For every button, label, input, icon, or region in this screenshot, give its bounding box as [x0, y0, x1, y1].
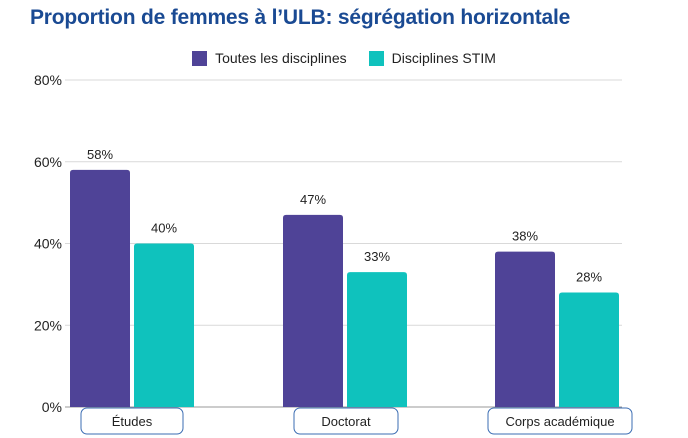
x-tick-label: Doctorat	[321, 414, 371, 429]
data-label: 40%	[151, 221, 177, 236]
bar	[134, 243, 194, 407]
chart-title: Proportion de femmes à l’ULB: ségrégatio…	[30, 6, 571, 29]
legend-item-all-disciplines: Toutes les disciplines	[192, 50, 347, 66]
legend-swatch-all-disciplines	[192, 50, 208, 66]
data-label: 58%	[87, 147, 113, 162]
legend-swatch-stim	[368, 50, 384, 66]
y-tick-label: 40%	[34, 236, 62, 252]
bar	[559, 292, 619, 407]
data-label: 33%	[364, 249, 390, 264]
bar	[495, 251, 555, 407]
y-tick-label: 0%	[42, 399, 62, 415]
data-label: 38%	[512, 229, 538, 244]
legend-label-stim: Disciplines STIM	[391, 50, 496, 66]
data-label: 28%	[576, 270, 602, 285]
x-tick-label: Études	[112, 414, 153, 429]
bar	[70, 169, 130, 407]
category-label-box	[293, 407, 399, 435]
category-label-box	[80, 407, 184, 435]
legend: Toutes les disciplines Disciplines STIM	[0, 50, 688, 66]
y-tick-label: 20%	[34, 317, 62, 333]
data-label: 47%	[300, 192, 326, 207]
bar	[283, 214, 343, 407]
y-tick-label: 80%	[34, 72, 62, 88]
x-tick-label: Corps académique	[505, 414, 614, 429]
category-label-box	[487, 407, 633, 435]
legend-item-stim: Disciplines STIM	[368, 50, 496, 66]
y-tick-label: 60%	[34, 154, 62, 170]
legend-label-all-disciplines: Toutes les disciplines	[215, 50, 347, 66]
bar	[347, 272, 407, 407]
